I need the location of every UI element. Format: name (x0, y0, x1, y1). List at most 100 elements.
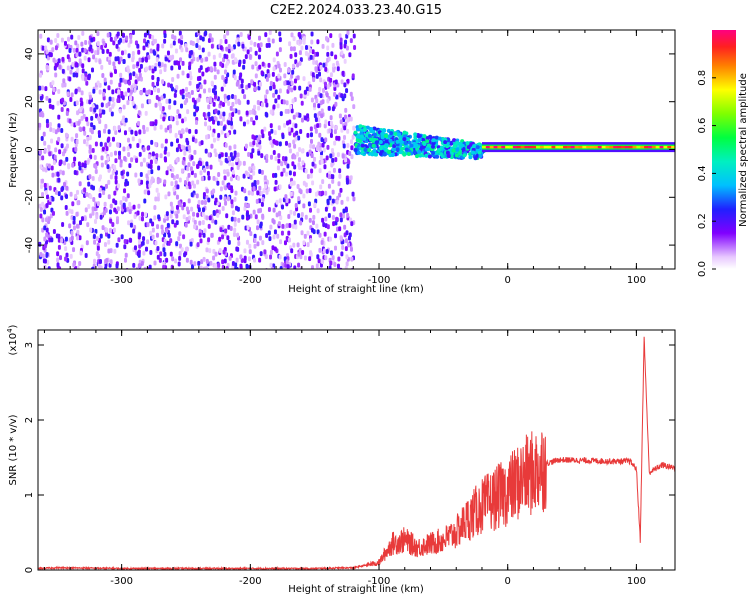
heatmap-cell (347, 159, 351, 165)
heatmap-cell (212, 54, 216, 60)
heatmap-cell (217, 172, 221, 178)
heatmap-cell (239, 263, 243, 269)
heatmap-cell (412, 150, 417, 155)
heatmap-cell (319, 64, 323, 70)
heatmap-cell (64, 204, 68, 210)
heatmap-cell (182, 214, 186, 220)
heatmap-cell (80, 41, 84, 47)
heatmap-cell (232, 108, 236, 114)
heatmap-cell (378, 140, 383, 145)
heatmap-cell (131, 100, 135, 106)
heatmap-cell (320, 108, 324, 114)
heatmap-cell (85, 141, 89, 147)
heatmap-cell (190, 89, 194, 95)
heatmap-cell (233, 196, 237, 202)
heatmap-cell (344, 206, 348, 212)
heatmap-cell (298, 112, 302, 118)
heatmap-cell (326, 144, 330, 150)
heatmap-cell (314, 66, 318, 72)
heatmap-cell (256, 241, 260, 247)
heatmap-cell (293, 210, 297, 216)
heatmap-cell (122, 195, 126, 201)
heatmap-cell (261, 133, 265, 139)
heatmap-cell (203, 200, 207, 206)
heatmap-cell (304, 44, 308, 50)
heatmap-cell (427, 154, 432, 159)
heatmap-cell (302, 76, 306, 82)
heatmap-cell (105, 231, 109, 237)
heatmap-cell (493, 145, 499, 149)
heatmap-cell (397, 132, 402, 137)
heatmap-cell (277, 153, 281, 159)
heatmap-cell (104, 142, 108, 148)
heatmap-cell (302, 36, 306, 42)
heatmap-cell (90, 129, 94, 135)
heatmap-cell (308, 256, 312, 262)
snr-xtick-label: -300 (110, 576, 133, 587)
heatmap-cell (263, 175, 267, 181)
heatmap-cell (94, 50, 98, 56)
heatmap-cell (349, 246, 353, 252)
heatmap-cell (57, 58, 61, 64)
heatmap-cell (188, 93, 192, 99)
heatmap-cell (395, 139, 400, 144)
heatmap-cell (154, 102, 158, 108)
heatmap-cell (283, 73, 287, 79)
heatmap-cell (289, 46, 293, 52)
heatmap-cell (175, 157, 179, 163)
heatmap-cell (86, 136, 90, 142)
heatmap-cell (94, 164, 98, 170)
heatmap-cell (238, 160, 242, 166)
heatmap-cell (92, 125, 96, 131)
heatmap-cell (370, 152, 375, 157)
heatmap-cell (449, 141, 454, 146)
heatmap-cell (129, 237, 133, 243)
heatmap-cell (329, 72, 333, 78)
heatmap-cell (228, 112, 232, 118)
heatmap-cell (285, 171, 289, 177)
heatmap-cell (158, 257, 162, 263)
heatmap-cell (296, 75, 300, 81)
heatmap-cell (323, 123, 327, 129)
heatmap-cell (78, 220, 82, 226)
heatmap-cell (222, 57, 226, 63)
heatmap-cell (331, 215, 335, 221)
heatmap-cell (91, 206, 95, 212)
heatmap-cell (104, 266, 108, 269)
heatmap-cell (279, 265, 283, 269)
heatmap-cell (133, 83, 137, 89)
heatmap-cell (190, 58, 194, 64)
heatmap-cell (41, 201, 45, 207)
heatmap-cell (45, 203, 49, 209)
heatmap-cell (231, 101, 235, 107)
heatmap-cell (294, 136, 298, 142)
heatmap-cell (227, 100, 231, 106)
heatmap-cell (402, 152, 407, 157)
heatmap-cell (257, 208, 261, 214)
heatmap-cell (133, 213, 137, 219)
heatmap-cell (173, 35, 177, 41)
heatmap-cell (196, 106, 200, 112)
heatmap-cell (395, 147, 400, 152)
heatmap-cell (225, 213, 229, 219)
heatmap-cell (277, 221, 281, 227)
heatmap-cell (130, 85, 134, 91)
heatmap-cell (240, 78, 244, 84)
heatmap-cell (338, 226, 342, 232)
heatmap-cell (190, 192, 194, 198)
heatmap-cell (220, 129, 224, 135)
heatmap-cell (201, 219, 205, 225)
heatmap-cell (317, 103, 321, 109)
heatmap-cell (326, 51, 330, 57)
heatmap-cell (278, 88, 282, 94)
heatmap-cell (162, 243, 166, 249)
heatmap-cell (132, 204, 136, 210)
heatmap-cell (334, 125, 338, 131)
heatmap-cell (115, 242, 119, 248)
heatmap-cell (90, 67, 94, 73)
heatmap-cell (250, 190, 254, 196)
heatmap-cell (226, 171, 230, 177)
heatmap-cell (48, 121, 52, 127)
heatmap-cell (339, 212, 343, 218)
heatmap-cell (113, 207, 117, 213)
